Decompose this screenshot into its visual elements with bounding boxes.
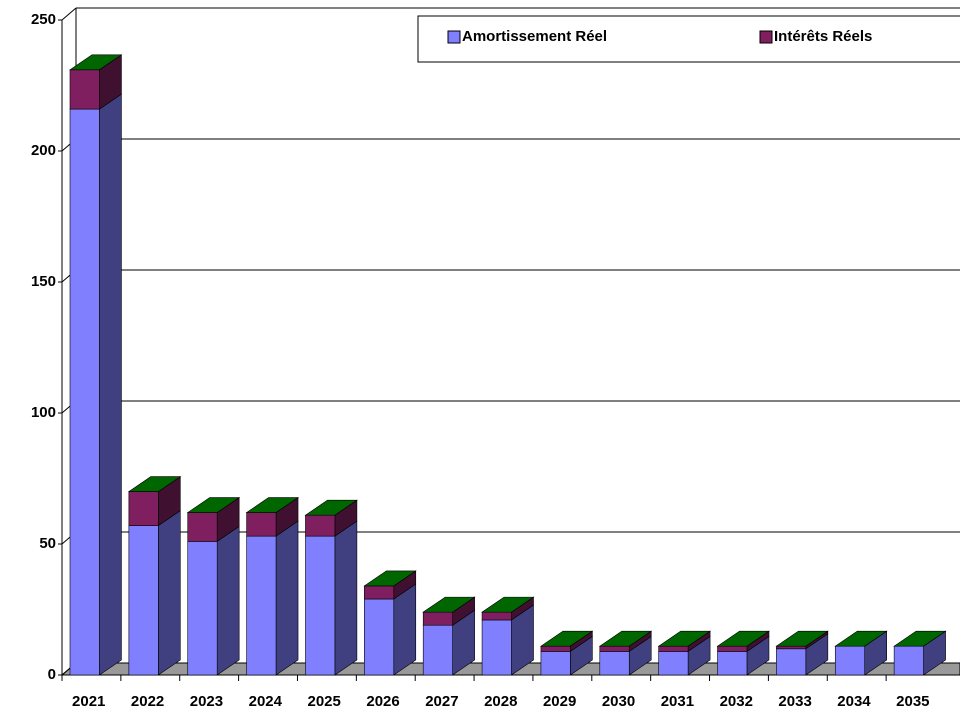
y-tick-label: 0 (48, 666, 56, 683)
bar (599, 645, 630, 652)
x-tick-label: 2032 (720, 693, 753, 710)
legend-swatch (759, 30, 773, 44)
x-tick-label: 2035 (896, 693, 929, 710)
legend-box (417, 15, 960, 63)
bar-top (716, 630, 770, 647)
y-tick-label: 200 (31, 142, 56, 159)
bar (305, 535, 336, 676)
bar-top (422, 596, 476, 613)
x-tick-label: 2023 (190, 693, 223, 710)
bar-top (598, 630, 653, 647)
bar-top (657, 630, 712, 647)
bar-top (127, 476, 182, 492)
bar (481, 619, 512, 676)
bar-side (216, 525, 240, 676)
bar (776, 645, 807, 650)
bar-side (275, 520, 299, 676)
x-tick-label: 2031 (661, 693, 694, 710)
bar (834, 645, 865, 676)
bar-side (334, 520, 358, 676)
bar-top (834, 630, 888, 647)
y-tick-label: 150 (31, 273, 56, 290)
x-tick-label: 2022 (131, 693, 164, 710)
bar (364, 585, 395, 600)
bar-top (304, 499, 358, 516)
legend-label: Intérêts Réels (774, 28, 872, 45)
x-tick-label: 2034 (837, 693, 871, 710)
legend-label: Amortissement Réel (462, 28, 607, 45)
bar-top (775, 630, 829, 647)
x-tick-label: 2029 (543, 693, 576, 710)
bar-side (99, 93, 122, 676)
bar-top (363, 570, 417, 587)
x-tick-label: 2024 (249, 693, 283, 710)
x-tick-label: 2021 (72, 693, 105, 710)
x-tick-label: 2033 (778, 693, 811, 710)
bar (422, 624, 453, 676)
bar (776, 648, 807, 676)
bar (187, 512, 218, 542)
legend-swatch (447, 30, 461, 44)
wall-edge (61, 7, 77, 21)
bar (187, 541, 218, 676)
bar (893, 645, 924, 676)
y-tick-label: 100 (31, 404, 56, 421)
bar (717, 651, 748, 676)
bar-top (893, 630, 947, 647)
bar (305, 514, 336, 537)
bar (128, 491, 159, 526)
bar (481, 611, 512, 621)
bar-side (393, 583, 417, 676)
bar (540, 651, 571, 676)
bar (540, 645, 571, 652)
bar-top (539, 630, 594, 647)
bar (246, 535, 277, 676)
bar-top (186, 497, 241, 513)
x-tick-label: 2030 (602, 693, 635, 710)
bar (69, 69, 100, 110)
x-tick-label: 2027 (425, 693, 458, 710)
y-tick-label: 50 (39, 535, 56, 552)
bar (364, 598, 395, 676)
x-tick-label: 2028 (484, 693, 517, 710)
bar (658, 645, 689, 652)
bar (128, 525, 159, 676)
bar-top (69, 54, 123, 71)
bar (717, 645, 748, 652)
x-tick-label: 2025 (307, 693, 340, 710)
bar (246, 512, 277, 537)
bar-top (481, 596, 535, 613)
bar (422, 611, 453, 626)
bar (658, 651, 689, 676)
bar (69, 108, 100, 676)
x-tick-label: 2026 (366, 693, 399, 710)
bar-side (158, 510, 181, 676)
bar (599, 651, 630, 676)
bar-top (245, 497, 300, 513)
y-tick-label: 250 (31, 11, 56, 28)
